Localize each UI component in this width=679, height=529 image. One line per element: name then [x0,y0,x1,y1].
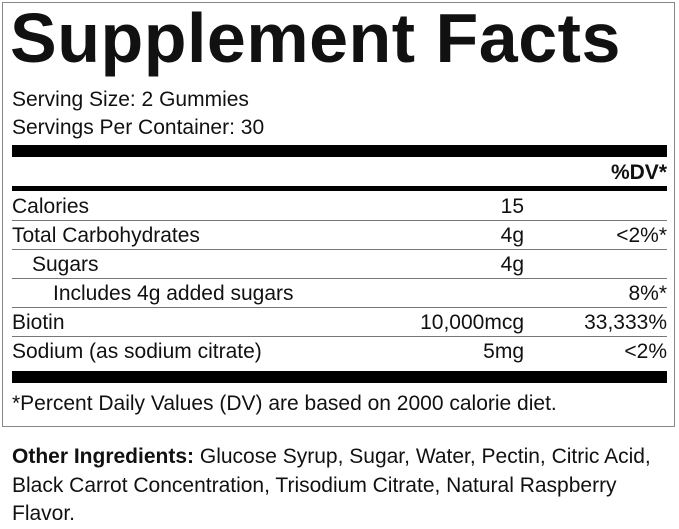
nutrient-amount: 5mg [483,340,524,363]
other-ingredients: Other Ingredients: Glucose Syrup, Sugar,… [12,443,672,529]
dv-header: %DV* [610,161,667,184]
nutrient-name: Calories [12,195,90,218]
nutrient-name: Biotin [12,311,65,334]
nutrient-dv: <2% [624,340,667,363]
nutrient-amount: 10,000mcg [420,311,524,334]
nutrient-name: Total Carbohydrates [12,224,200,247]
serving-size: Serving Size: 2 Gummies [12,88,249,111]
nutrient-amount: 4g [500,224,524,247]
nutrient-dv: 8%* [628,282,667,305]
panel-title: Supplement Facts [10,0,621,77]
nutrient-row: Sodium (as sodium citrate) 5mg <2% [12,337,667,366]
nutrient-row: Includes 4g added sugars 8%* [12,279,667,308]
thick-divider [12,145,667,157]
servings-per-container: Servings Per Container: 30 [12,116,265,139]
nutrient-amount: 4g [500,253,524,276]
nutrient-row: Total Carbohydrates 4g <2%* [12,221,667,250]
other-ingredients-label: Other Ingredients: [12,445,195,468]
other-ingredients-text: Glucose Syrup, Sugar, Water, Pectin, Cit… [12,445,651,525]
supplement-facts-panel [2,2,675,427]
nutrient-amount: 15 [500,195,524,218]
thick-divider [12,371,667,383]
nutrient-row: Sugars 4g [12,250,667,279]
nutrient-row: Calories 15 [12,192,667,221]
nutrient-name: Sodium (as sodium citrate) [12,340,262,363]
nutrient-row: Biotin 10,000mcg 33,333% [12,308,667,337]
medium-divider [12,186,667,191]
nutrient-dv: <2%* [616,224,667,247]
nutrient-name: Sugars [32,253,99,276]
footnote: *Percent Daily Values (DV) are based on … [12,392,557,415]
nutrient-dv: 33,333% [584,311,667,334]
nutrient-name: Includes 4g added sugars [53,282,294,305]
